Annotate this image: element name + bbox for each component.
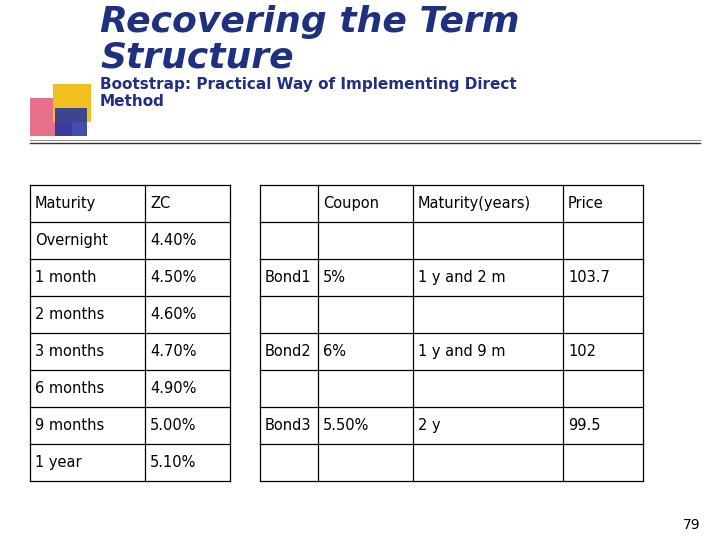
Text: 9 months: 9 months [35,418,104,433]
Text: 1 y and 2 m: 1 y and 2 m [418,270,505,285]
Text: 2 y: 2 y [418,418,441,433]
Text: 6 months: 6 months [35,381,104,396]
Text: Structure: Structure [100,40,294,74]
Text: Bond1: Bond1 [265,270,312,285]
Bar [55,108,87,136]
Text: 103.7: 103.7 [568,270,610,285]
Text: 79: 79 [683,518,700,532]
Text: 5%: 5% [323,270,346,285]
Text: 1 y and 9 m: 1 y and 9 m [418,344,505,359]
Text: 99.5: 99.5 [568,418,600,433]
Text: Maturity: Maturity [35,196,96,211]
Text: Coupon: Coupon [323,196,379,211]
Text: 5.50%: 5.50% [323,418,369,433]
Text: 1 year: 1 year [35,455,81,470]
Text: Overnight: Overnight [35,233,108,248]
Bar [53,84,91,122]
Text: 5.00%: 5.00% [150,418,197,433]
Text: 4.90%: 4.90% [150,381,197,396]
Text: Bond2: Bond2 [265,344,312,359]
Text: Method: Method [100,94,165,109]
Text: 3 months: 3 months [35,344,104,359]
Bar [30,98,72,136]
Text: Price: Price [568,196,604,211]
Text: 4.70%: 4.70% [150,344,197,359]
Text: 6%: 6% [323,344,346,359]
Text: 102: 102 [568,344,596,359]
Text: 4.60%: 4.60% [150,307,197,322]
Text: 2 months: 2 months [35,307,104,322]
Text: Bootstrap: Practical Way of Implementing Direct: Bootstrap: Practical Way of Implementing… [100,77,517,92]
Text: 5.10%: 5.10% [150,455,197,470]
Text: ZC: ZC [150,196,170,211]
Text: 1 month: 1 month [35,270,96,285]
Text: Maturity(years): Maturity(years) [418,196,531,211]
Text: 4.50%: 4.50% [150,270,197,285]
Text: Recovering the Term: Recovering the Term [100,5,520,39]
Text: Bond3: Bond3 [265,418,312,433]
Text: 4.40%: 4.40% [150,233,197,248]
